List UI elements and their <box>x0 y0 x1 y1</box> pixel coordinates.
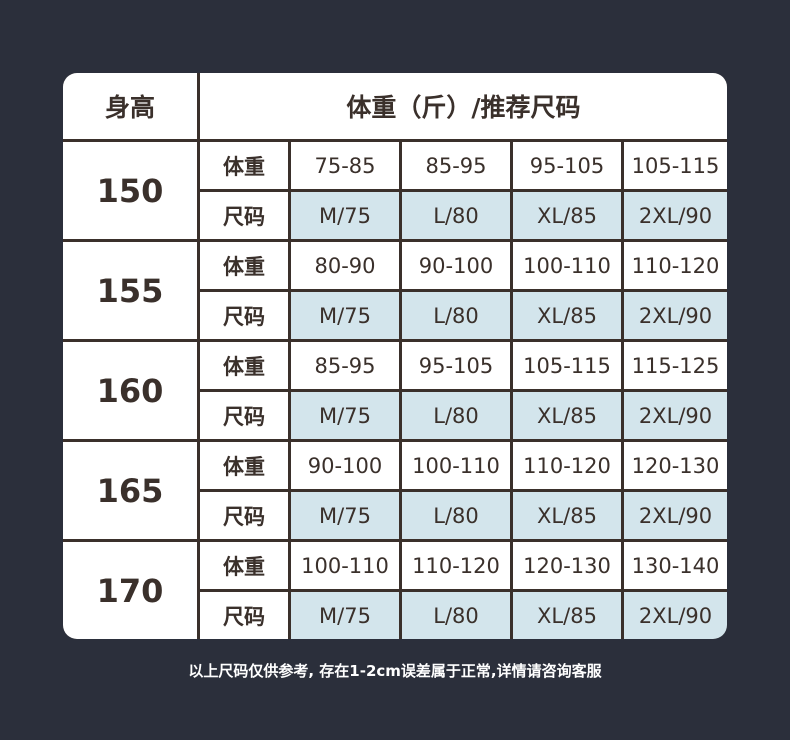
height-cell: 170 <box>63 542 197 639</box>
height-cell: 165 <box>63 442 197 539</box>
weight-range-cell: 95-105 <box>402 342 510 389</box>
weight-label: 体重 <box>200 142 288 189</box>
size-cell: 2XL/90 <box>624 392 727 439</box>
weight-range-cell: 130-140 <box>624 542 727 589</box>
height-cell: 150 <box>63 142 197 239</box>
size-cell: 2XL/90 <box>624 192 727 239</box>
size-label: 尺码 <box>200 192 288 239</box>
size-cell: M/75 <box>291 392 399 439</box>
weight-range-cell: 110-120 <box>513 442 621 489</box>
size-cell: XL/85 <box>513 192 621 239</box>
weight-range-cell: 120-130 <box>513 542 621 589</box>
size-cell: XL/85 <box>513 392 621 439</box>
weight-range-cell: 110-120 <box>624 242 727 289</box>
height-cell: 160 <box>63 342 197 439</box>
size-cell: L/80 <box>402 192 510 239</box>
footnote: 以上尺码仅供参考, 存在1-2cm误差属于正常,详情请咨询客服 <box>188 662 602 680</box>
size-label: 尺码 <box>200 592 288 639</box>
weight-range-cell: 110-120 <box>402 542 510 589</box>
weight-range-cell: 90-100 <box>402 242 510 289</box>
weight-range-cell: 75-85 <box>291 142 399 189</box>
height-cell: 155 <box>63 242 197 339</box>
weight-range-cell: 85-95 <box>402 142 510 189</box>
size-chart-table: 身高 体重（斤）/推荐尺码 150 体重 75-85 85-95 95-105 105-1… <box>63 73 727 639</box>
size-cell: 2XL/90 <box>624 592 727 639</box>
weight-range-cell: 90-100 <box>291 442 399 489</box>
size-cell: L/80 <box>402 492 510 539</box>
size-cell: L/80 <box>402 292 510 339</box>
weight-range-cell: 100-110 <box>291 542 399 589</box>
weight-label: 体重 <box>200 342 288 389</box>
weight-range-cell: 105-115 <box>513 342 621 389</box>
size-cell: XL/85 <box>513 492 621 539</box>
weight-size-header: 体重（斤）/推荐尺码 <box>200 73 727 139</box>
weight-range-cell: 120-130 <box>624 442 727 489</box>
weight-label: 体重 <box>200 442 288 489</box>
size-cell: M/75 <box>291 492 399 539</box>
size-label: 尺码 <box>200 292 288 339</box>
size-cell: XL/85 <box>513 292 621 339</box>
weight-range-cell: 80-90 <box>291 242 399 289</box>
size-cell: M/75 <box>291 192 399 239</box>
weight-range-cell: 115-125 <box>624 342 727 389</box>
size-cell: L/80 <box>402 592 510 639</box>
weight-label: 体重 <box>200 542 288 589</box>
size-cell: M/75 <box>291 292 399 339</box>
size-cell: 2XL/90 <box>624 492 727 539</box>
height-header: 身高 <box>63 73 197 139</box>
size-cell: XL/85 <box>513 592 621 639</box>
weight-range-cell: 95-105 <box>513 142 621 189</box>
size-label: 尺码 <box>200 492 288 539</box>
size-cell: L/80 <box>402 392 510 439</box>
weight-range-cell: 100-110 <box>513 242 621 289</box>
size-label: 尺码 <box>200 392 288 439</box>
weight-range-cell: 85-95 <box>291 342 399 389</box>
weight-range-cell: 105-115 <box>624 142 727 189</box>
size-cell: 2XL/90 <box>624 292 727 339</box>
weight-label: 体重 <box>200 242 288 289</box>
size-cell: M/75 <box>291 592 399 639</box>
weight-range-cell: 100-110 <box>402 442 510 489</box>
